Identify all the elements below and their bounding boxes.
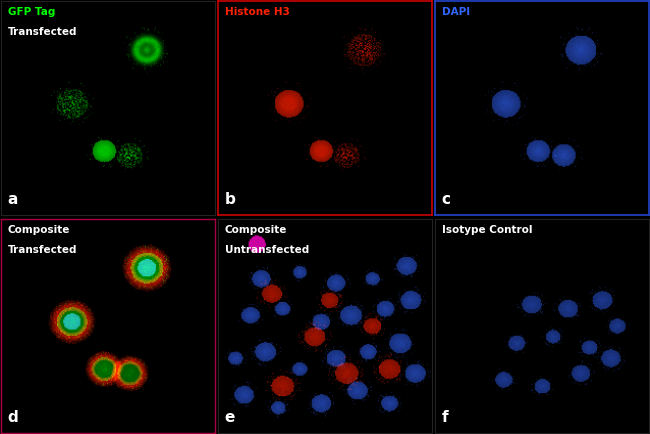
- Text: DAPI: DAPI: [442, 7, 470, 17]
- Text: GFP Tag: GFP Tag: [8, 7, 55, 17]
- Text: Composite: Composite: [225, 225, 287, 235]
- Text: Transfected: Transfected: [8, 245, 77, 255]
- Text: c: c: [442, 191, 451, 207]
- Text: b: b: [225, 191, 236, 207]
- Text: f: f: [442, 410, 448, 424]
- Text: Histone H3: Histone H3: [225, 7, 290, 17]
- Text: a: a: [8, 191, 18, 207]
- Text: Untransfected: Untransfected: [225, 245, 309, 255]
- Text: d: d: [8, 410, 18, 424]
- Text: Isotype Control: Isotype Control: [442, 225, 532, 235]
- Text: Composite: Composite: [8, 225, 70, 235]
- Text: Transfected: Transfected: [8, 26, 77, 36]
- Text: e: e: [225, 410, 235, 424]
